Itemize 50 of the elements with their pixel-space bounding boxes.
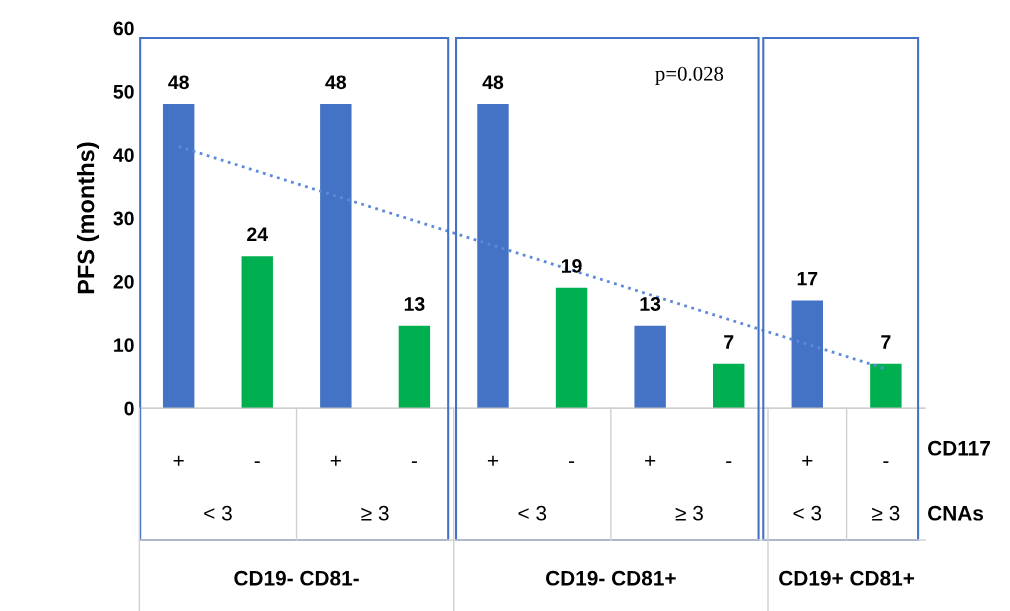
y-tick-label: 20 <box>113 274 134 289</box>
bar <box>162 104 195 409</box>
x-tick-label: - <box>254 461 260 463</box>
y-axis-title: PFS (months) <box>76 142 99 294</box>
y-tick-label: 50 <box>113 84 134 99</box>
x-tick-label: - <box>726 461 732 463</box>
y-tick-label: 60 <box>113 21 134 36</box>
data-label: 13 <box>640 297 661 311</box>
text: ≥ 3 <box>872 505 900 521</box>
text: CD19+ CD81+ <box>779 570 915 586</box>
y-tick-label: 40 <box>113 148 134 163</box>
bar <box>870 363 902 409</box>
bar <box>477 104 509 409</box>
bar <box>398 325 431 409</box>
text: CD19- CD81- <box>234 570 359 586</box>
x-tick-label: + <box>645 455 656 466</box>
x-tick-label: - <box>883 461 889 463</box>
data-label: 19 <box>561 259 582 273</box>
x-tick-label: + <box>173 455 184 466</box>
bar <box>555 287 588 409</box>
x-tick-label: + <box>487 455 499 466</box>
bar <box>713 363 745 409</box>
text: ≥ 3 <box>361 505 389 521</box>
data-label: 7 <box>724 335 734 349</box>
data-label: 24 <box>247 227 268 241</box>
data-label: 48 <box>482 75 504 90</box>
text: < 3 <box>793 505 822 521</box>
bar <box>320 104 352 409</box>
text: < 3 <box>204 505 232 521</box>
x-tick-label: + <box>802 455 813 466</box>
text: CNAs <box>928 505 984 521</box>
data-label: 13 <box>404 297 425 311</box>
data-label: 17 <box>797 271 818 286</box>
x-tick-label: + <box>330 455 341 466</box>
bar <box>634 325 666 409</box>
y-tick-label: 30 <box>113 211 134 226</box>
bar <box>791 300 824 409</box>
text: ≥ 3 <box>675 505 703 521</box>
x-tick-label: - <box>411 461 417 463</box>
y-tick-label: 0 <box>124 401 134 416</box>
data-label: 48 <box>168 75 189 90</box>
text: CD19- CD81+ <box>546 570 676 586</box>
data-label: 7 <box>881 335 891 349</box>
text: CD117 <box>928 440 990 456</box>
data-label: 48 <box>325 75 347 90</box>
bar <box>241 256 273 409</box>
y-tick-label: 10 <box>114 338 134 353</box>
text: < 3 <box>518 505 547 521</box>
annotation: p=0.028 <box>655 66 724 86</box>
x-tick-label: - <box>569 461 575 463</box>
